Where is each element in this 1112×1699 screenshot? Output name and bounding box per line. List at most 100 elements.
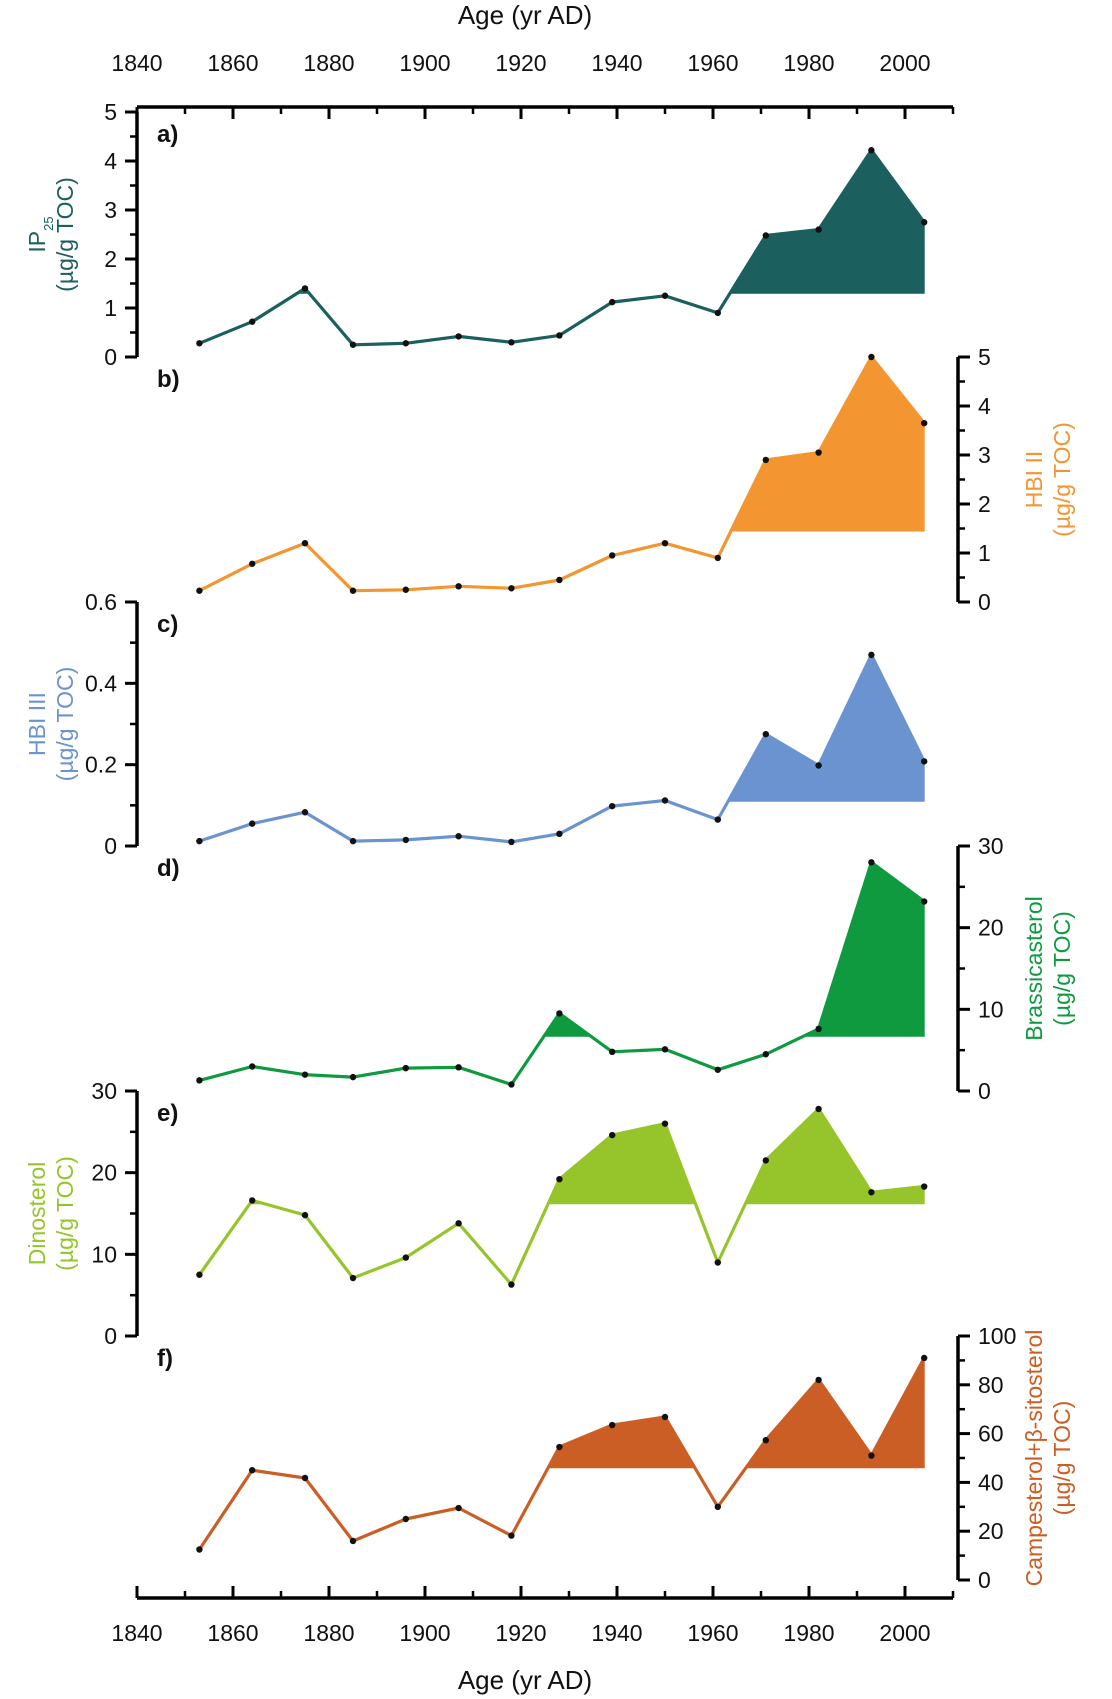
data-point xyxy=(249,820,256,827)
data-point xyxy=(455,583,462,590)
data-point xyxy=(349,1073,357,1081)
data-point xyxy=(455,1504,462,1512)
series-line xyxy=(198,860,926,1087)
data-point xyxy=(868,1452,875,1459)
data-point xyxy=(661,540,669,547)
y-axis-label: Brassicasterol xyxy=(1021,896,1047,1040)
data-point xyxy=(921,1183,928,1190)
y-tick-label: 20 xyxy=(978,1518,1004,1544)
panel-c: 0 0.2 0.4 0.6 c) HBI III (µg/g TOC) xyxy=(24,589,928,859)
data-point xyxy=(249,560,256,567)
y-tick-label: 2 xyxy=(978,491,991,517)
data-point xyxy=(402,1515,409,1523)
data-point xyxy=(815,1025,822,1033)
y-tick-label: 0 xyxy=(978,1078,991,1104)
y-tick-label: 2 xyxy=(104,246,117,272)
y-tick-label: 20 xyxy=(978,915,1004,941)
panel-a: 0 1 2 3 4 5 a) IP25(µg/g TOC) xyxy=(24,99,928,370)
data-point xyxy=(868,1189,875,1196)
data-point xyxy=(301,1071,309,1078)
y-tick-label: 1 xyxy=(978,540,991,566)
plot-layer: 1840 1860 1880 1900 1920 1940 1960 1980 20001840… xyxy=(24,50,1075,1646)
data-point xyxy=(508,1081,515,1088)
y-axis-label: IP25 xyxy=(24,216,56,252)
data-point xyxy=(921,419,928,427)
data-point xyxy=(402,836,409,844)
data-point xyxy=(815,449,822,456)
data-point xyxy=(714,309,721,317)
data-point xyxy=(921,758,928,765)
y-axis-label: HBI II xyxy=(1021,451,1047,509)
y-tick-label: 40 xyxy=(978,1469,1004,1495)
bottom-x-tick-label: 2000 xyxy=(879,1620,930,1646)
bottom-x-tick-label: 1840 xyxy=(111,1620,162,1646)
panel-letter: c) xyxy=(157,611,178,638)
data-point xyxy=(714,1259,721,1266)
data-point xyxy=(556,332,563,339)
data-point xyxy=(249,1467,256,1474)
data-point xyxy=(921,219,928,226)
data-point xyxy=(661,292,669,299)
panel-f: 0 20 40 60 80 100 f) Campesterol+β-sitosterol (µ… xyxy=(157,1323,1075,1593)
data-point xyxy=(661,1413,669,1421)
y-axis-unit-label: (µg/g TOC) xyxy=(1049,422,1075,537)
y-tick-label: 30 xyxy=(978,833,1004,859)
data-point xyxy=(249,1063,256,1070)
panel-letter: e) xyxy=(157,1100,178,1127)
y-tick-label: 10 xyxy=(978,996,1004,1022)
data-point xyxy=(815,1105,822,1113)
data-point xyxy=(196,1546,203,1553)
data-point xyxy=(508,339,515,346)
top-x-tick-label: 2000 xyxy=(879,50,930,76)
data-point xyxy=(455,833,462,840)
top-axis-title: Age (yr AD) xyxy=(458,0,592,30)
panel-letter: f) xyxy=(157,1345,173,1372)
data-point xyxy=(815,762,822,769)
data-point xyxy=(762,1051,769,1058)
data-point xyxy=(868,651,875,659)
y-tick-label: 0.2 xyxy=(85,752,117,778)
bottom-x-tick-label: 1960 xyxy=(687,1620,738,1646)
y-tick-label: 30 xyxy=(91,1078,117,1104)
y-tick-label: 0.6 xyxy=(85,589,117,615)
top-x-tick-label: 1840 xyxy=(111,50,162,76)
bottom-x-tick-label: 1980 xyxy=(783,1620,834,1646)
panel-e: 0 10 20 30 e) Dinosterol (µg/g TOC) xyxy=(24,1078,928,1349)
data-point xyxy=(868,859,875,866)
panel-letter: d) xyxy=(157,855,180,882)
y-tick-label: 1 xyxy=(104,295,117,321)
data-point xyxy=(921,898,928,905)
data-point xyxy=(556,1010,563,1017)
data-point xyxy=(556,1176,563,1183)
data-point xyxy=(402,340,409,347)
bottom-x-tick-label: 1900 xyxy=(399,1620,450,1646)
panel-letter: b) xyxy=(157,366,180,393)
bottom-x-tick-label: 1940 xyxy=(591,1620,642,1646)
data-point xyxy=(455,1064,462,1071)
data-point xyxy=(249,1197,256,1204)
top-x-tick-label: 1860 xyxy=(207,50,258,76)
data-point xyxy=(556,576,563,584)
y-tick-label: 0 xyxy=(104,344,117,370)
data-point xyxy=(196,1271,203,1278)
data-point xyxy=(609,552,616,559)
top-x-tick-label: 1960 xyxy=(687,50,738,76)
data-point xyxy=(661,1046,669,1053)
y-tick-label: 0.4 xyxy=(85,670,117,696)
y-axis-unit-label: (µg/g TOC) xyxy=(52,667,78,782)
top-x-tick-label: 1920 xyxy=(495,50,546,76)
data-point xyxy=(301,540,309,547)
data-point xyxy=(301,1474,309,1482)
data-point xyxy=(714,554,721,562)
data-point xyxy=(402,586,409,593)
y-tick-label: 5 xyxy=(104,99,117,125)
panel-d: 0 10 20 30 d) Brassicasterol (µg/g TOC) xyxy=(157,833,1075,1104)
data-point xyxy=(714,1066,721,1073)
data-point xyxy=(609,1421,616,1429)
data-point xyxy=(609,802,616,810)
data-point xyxy=(556,830,563,837)
y-tick-label: 3 xyxy=(978,442,991,468)
data-point xyxy=(508,1532,515,1539)
data-point xyxy=(921,1354,928,1362)
y-axis-label: HBI III xyxy=(24,692,50,756)
